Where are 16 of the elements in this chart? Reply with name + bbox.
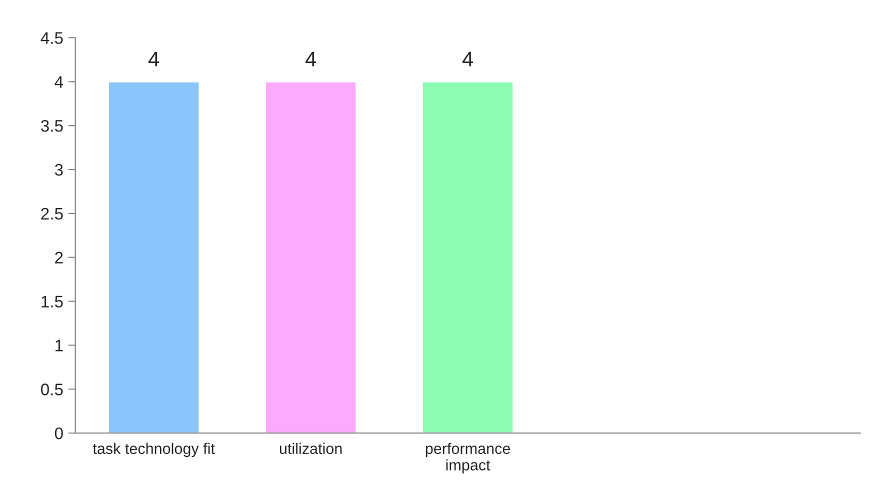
y-tick-label: 4 xyxy=(54,76,64,88)
y-tick-label: 2.5 xyxy=(41,208,63,220)
x-tick-label: performance impact xyxy=(426,442,510,474)
y-tick-label: 1 xyxy=(56,340,63,352)
x-tick-label: task technology fit xyxy=(92,442,215,458)
y-tick-label: 4.5 xyxy=(40,32,63,44)
y-tick-label: 3.5 xyxy=(41,120,63,132)
y-tick-label: 0 xyxy=(54,427,63,440)
x-tick-label: utilization xyxy=(280,442,342,454)
data-label: 4 xyxy=(305,52,316,66)
y-tick-label: 1.5 xyxy=(42,296,63,308)
data-label: 4 xyxy=(462,52,473,66)
y-tick-label: 2 xyxy=(55,252,63,264)
data-label: 4 xyxy=(148,52,160,66)
y-tick-label: 0.5 xyxy=(41,384,63,396)
y-tick-label: 3 xyxy=(54,164,63,176)
